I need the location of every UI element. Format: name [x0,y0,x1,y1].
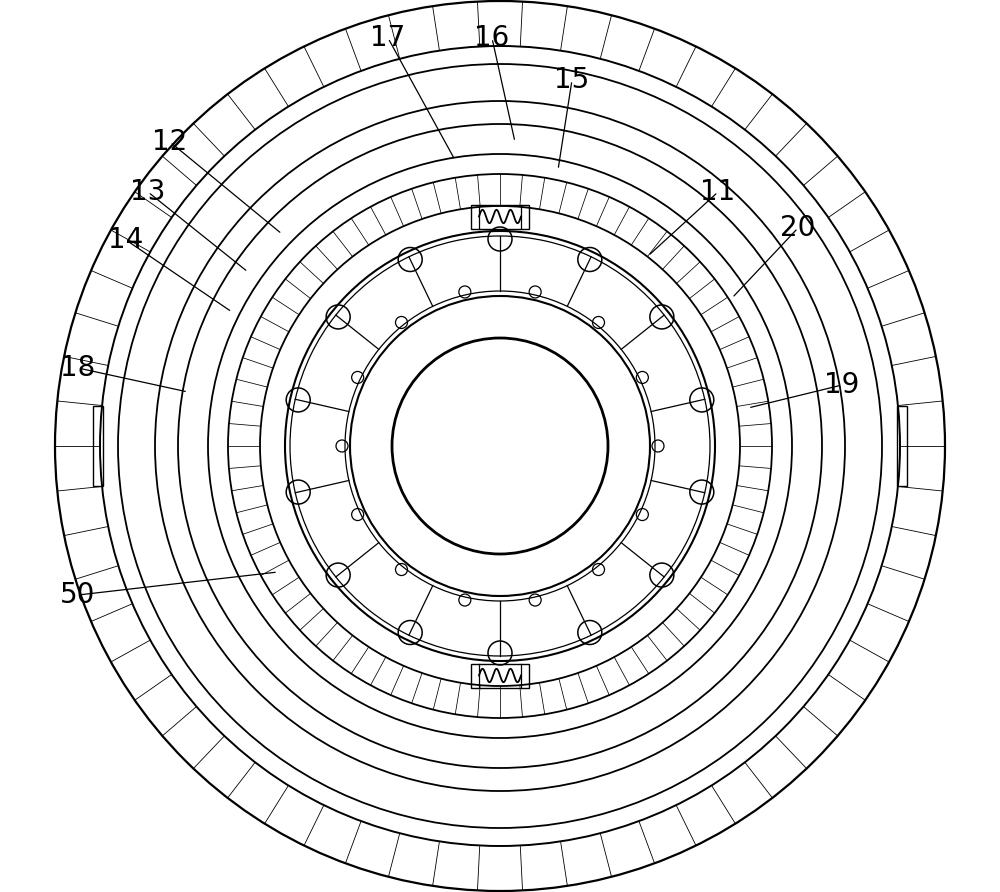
Text: 12: 12 [152,128,188,156]
Text: 18: 18 [60,354,96,382]
Bar [471,664,529,688]
Text: 14: 14 [108,226,144,254]
Text: 11: 11 [700,178,736,206]
Text: 50: 50 [60,581,96,609]
Bar [897,406,907,486]
Text: 13: 13 [130,178,166,206]
Text: 19: 19 [824,371,860,399]
Bar [93,406,103,486]
Text: 16: 16 [474,24,510,52]
Text: 20: 20 [780,214,816,242]
Text: 15: 15 [554,66,590,94]
Text: 17: 17 [370,24,406,52]
Bar [471,204,529,228]
